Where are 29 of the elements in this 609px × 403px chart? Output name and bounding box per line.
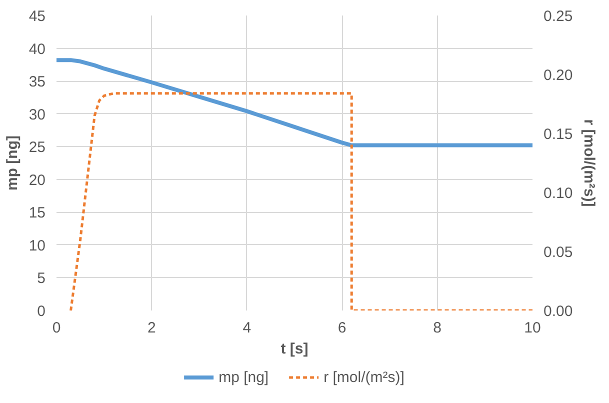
y-tick-label: 10: [28, 237, 46, 254]
y-tick-label: 30: [28, 106, 46, 124]
x-tick-label: 0: [52, 320, 61, 336]
x-tick-label: 4: [242, 320, 252, 336]
y2-tick-label: 0.05: [544, 244, 573, 261]
y-tick-label: 40: [28, 40, 46, 58]
line-series: [56, 58, 532, 148]
legend-label: r [mol/(m²s)]: [324, 368, 404, 386]
legend-label: mp [ng]: [218, 368, 269, 386]
y2-tick-label: 0.15: [544, 126, 573, 143]
y2-axis-title: r [mol/(m²s)]: [580, 119, 598, 207]
y2-tick-label: 0.10: [544, 185, 573, 202]
y-tick-label: 20: [28, 172, 46, 189]
y-axis-title: mp [ng]: [4, 136, 21, 190]
y-tick-label: 35: [28, 74, 46, 91]
y2-tick-label: 0.25: [544, 8, 573, 25]
y-tick-label: 5: [37, 270, 46, 288]
x-tick-label: 8: [433, 320, 442, 336]
y-tick-label: 15: [28, 204, 46, 222]
x-tick-label: 10: [524, 320, 541, 336]
y-tick-label: 45: [28, 8, 46, 25]
x-tick-label: 6: [338, 320, 346, 336]
x-axis-title: t [s]: [280, 340, 308, 358]
y2-tick-label: 0.00: [544, 303, 573, 320]
y-tick-label: 0: [37, 303, 46, 320]
y2-tick-label: 0.20: [544, 67, 573, 84]
x-tick-label: 2: [148, 320, 156, 336]
line-series: [70, 92, 532, 310]
y-tick-label: 25: [28, 139, 46, 156]
